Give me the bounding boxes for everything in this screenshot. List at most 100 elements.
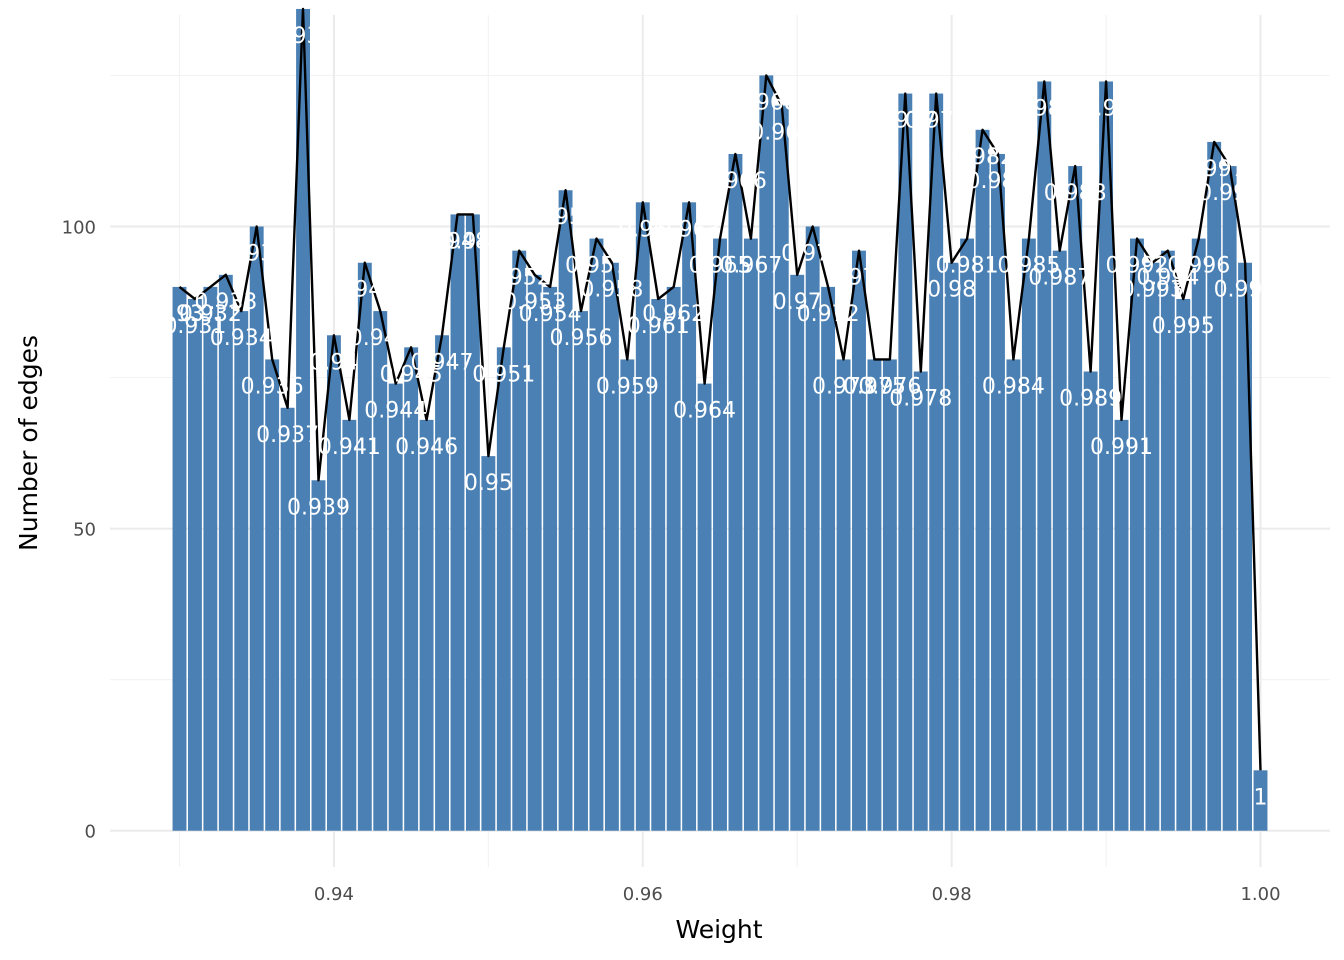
bar — [450, 214, 465, 831]
bar-value-label: 0.97 — [773, 290, 822, 315]
trend-line-group — [178, 7, 1262, 771]
x-tick-label: 1.00 — [1240, 884, 1280, 905]
bar — [527, 274, 542, 831]
x-axis-ticks: 0.94 0.96 0.98 1.00 — [314, 884, 1281, 905]
bar-value-label: 0.949 — [441, 229, 504, 254]
bar-value-label: 0.999 — [1214, 278, 1277, 303]
bar — [496, 347, 511, 831]
bar-value-label: 0.997 — [1183, 157, 1246, 182]
y-tick-label: 50 — [73, 520, 96, 541]
bar — [1160, 250, 1175, 831]
bar — [172, 286, 187, 831]
bars — [172, 8, 1268, 831]
bar — [913, 371, 928, 831]
y-tick-label: 100 — [62, 217, 96, 238]
bar — [821, 286, 836, 831]
bar-value-label: 0.951 — [472, 362, 535, 387]
bar — [604, 262, 619, 831]
bar — [465, 214, 480, 831]
bar-value-label: 0.958 — [580, 278, 643, 303]
bar — [991, 153, 1005, 831]
bar — [960, 238, 975, 831]
bar-value-label: 0.981 — [936, 254, 999, 279]
bar — [759, 75, 774, 831]
bar — [1068, 166, 1083, 831]
bar-value-label: 0.936 — [241, 374, 304, 399]
bar — [1037, 81, 1052, 831]
bar — [836, 359, 851, 831]
bar — [898, 93, 913, 831]
bar-value-label: 0.996 — [1167, 254, 1230, 279]
bar-value-label: 0.984 — [982, 374, 1045, 399]
bar-value-label: 0.971 — [781, 241, 844, 266]
bar — [1222, 166, 1237, 831]
bar — [388, 383, 403, 831]
bar — [404, 347, 419, 831]
bar — [774, 105, 789, 831]
bar — [311, 480, 326, 831]
bar-value-label: 0.934 — [210, 326, 273, 351]
bar — [512, 250, 527, 831]
bar-value-label: 0.955 — [534, 205, 597, 230]
bar-value-label: 0.954 — [519, 302, 582, 327]
bar-value-label: 0.935 — [225, 241, 288, 266]
bar-value-label: 0.964 — [673, 399, 736, 424]
bar — [589, 238, 604, 831]
bar-value-label: 0.948 — [426, 229, 489, 254]
bar-value-label: 0.968 — [735, 90, 798, 115]
x-tick-label: 0.96 — [623, 884, 663, 905]
bar — [1145, 262, 1160, 831]
bar-value-label: 0.979 — [905, 109, 968, 134]
bar — [342, 419, 357, 831]
bar-value-label: 0.989 — [1059, 387, 1122, 412]
bar-value-label: 0.977 — [874, 109, 937, 134]
bar-value-label: 0.969 — [750, 121, 813, 146]
bar-value-label: 0.994 — [1136, 266, 1199, 291]
bar-value-label: 0.943 — [349, 326, 412, 351]
bar-value-label: 0.952 — [488, 266, 551, 291]
bar — [558, 190, 573, 831]
bar — [296, 8, 310, 831]
bar — [882, 359, 897, 831]
bar-value-label: 0.966 — [704, 169, 767, 194]
x-tick-label: 0.98 — [932, 884, 972, 905]
bar-value-label: 0.975 — [843, 374, 906, 399]
bar — [326, 335, 341, 831]
bar — [1238, 262, 1253, 831]
bar — [852, 250, 866, 831]
bar-value-label: 0.959 — [596, 374, 659, 399]
bar — [697, 383, 712, 831]
bar-value-label: 0.937 — [256, 423, 319, 448]
bar — [357, 262, 372, 831]
y-axis-title: Number of edges — [14, 335, 43, 551]
bar-value-label: 0.956 — [550, 326, 613, 351]
bar-value-label: 0.982 — [951, 145, 1014, 170]
bar — [944, 262, 959, 831]
bar — [713, 238, 727, 831]
bar — [1083, 371, 1098, 831]
bar-value-label: 0.992 — [1105, 254, 1168, 279]
y-axis-ticks: 0 50 100 — [62, 217, 96, 842]
bar-value-label: 0.946 — [395, 435, 458, 460]
bar-value-label: 0.96 — [618, 217, 667, 242]
bar — [234, 311, 249, 831]
bar — [1191, 238, 1206, 831]
bar-value-label: 0.988 — [1044, 181, 1107, 206]
bar-value-label: 0.933 — [194, 290, 257, 315]
bar-labels: 0.930.9310.9320.9330.9340.9350.9360.9370… — [155, 24, 1277, 810]
bar — [805, 226, 820, 831]
bar — [543, 286, 558, 831]
bar-value-label: 0.983 — [966, 169, 1029, 194]
bar — [249, 226, 264, 831]
bar-value-label: 0.987 — [1028, 266, 1091, 291]
bar-value-label: 0.938 — [272, 24, 335, 49]
bar — [1130, 238, 1144, 831]
bar — [419, 419, 434, 831]
bar — [651, 299, 666, 831]
bar — [743, 238, 758, 831]
bar — [666, 286, 681, 831]
bar-value-label: 0.967 — [719, 254, 782, 279]
bar-value-label: 0.932 — [179, 302, 242, 327]
bar-value-label: 0.985 — [997, 254, 1060, 279]
bar-value-label: 0.963 — [658, 217, 721, 242]
